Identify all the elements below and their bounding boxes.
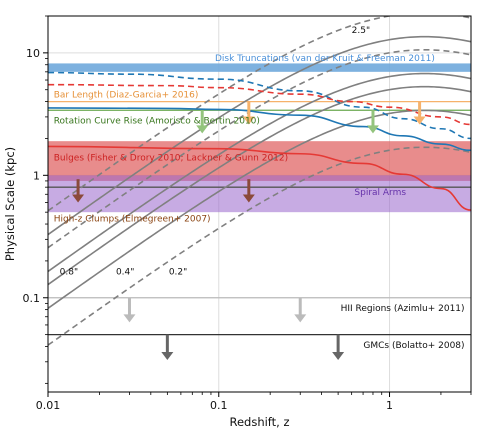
- reference-line-label-3: HII Regions (Azimlu+ 2011): [341, 304, 465, 314]
- annotations: Disk Truncations (van der Kruit & Freema…: [54, 26, 465, 351]
- angular-size-curve-1: [48, 72, 471, 273]
- arrow-0: [72, 179, 85, 203]
- band-label-1: Bulges (Fisher & Drory 2010; Lackner & G…: [54, 154, 288, 164]
- arrow-2: [196, 110, 209, 134]
- angular-size-curve-5: [48, 35, 471, 236]
- angular-size-label-2: 0.4": [116, 267, 134, 277]
- x-tick-label: 1: [386, 399, 393, 412]
- arrows: [72, 101, 426, 361]
- y-axis-label: Physical Scale (kpc): [3, 147, 17, 261]
- x-tick-label: 0.1: [210, 399, 228, 412]
- curves: [48, 16, 471, 346]
- arrow-3: [366, 110, 379, 134]
- band-label-2: Spiral Arms: [354, 188, 406, 198]
- arrow-5: [413, 101, 426, 125]
- reference-line-label-0: Bar Length (Diaz-Garcia+ 2016): [54, 91, 199, 101]
- arrow-8: [161, 334, 174, 361]
- angular-size-curve-2: [48, 109, 471, 309]
- resolution-curve-1: [48, 107, 471, 152]
- arrow-7: [294, 297, 307, 323]
- plot-frame: [47, 15, 472, 393]
- y-tick-label: 10: [26, 47, 40, 60]
- arrow-6: [123, 297, 136, 323]
- reference-lines: [48, 100, 471, 336]
- angular-size-label-3: 0.2": [169, 267, 187, 277]
- arrow-4: [242, 101, 255, 125]
- reference-line-label-2: High-z Clumps (Elmegreen+ 2007): [54, 214, 211, 224]
- reference-line-label-4: GMCs (Bolatto+ 2008): [363, 341, 464, 351]
- angular-size-curve-6: [48, 85, 471, 286]
- resolution-curve-2: [48, 83, 471, 126]
- y-tick-label: 0.1: [23, 292, 41, 305]
- band-label-0: Disk Truncations (van der Kruit & Freema…: [215, 54, 435, 64]
- arrow-9: [332, 334, 345, 361]
- x-axis-label: Redshift, z: [229, 415, 289, 429]
- band-2: [48, 175, 471, 213]
- arrow-1: [242, 179, 255, 203]
- resolution-curve-3: [48, 145, 471, 211]
- band-0: [48, 63, 471, 72]
- angular-size-label-1: 0.8": [60, 267, 78, 277]
- angular-size-curve-4: [48, 49, 471, 249]
- x-tick-label: 0.01: [36, 399, 61, 412]
- axis-ticks: 0.01 0.1 1 0.1 1 10: [23, 15, 472, 412]
- resolution-curve-0: [48, 71, 471, 140]
- angular-size-label-0: 2.5": [352, 26, 370, 36]
- y-tick-label: 1: [33, 169, 40, 182]
- angular-size-curve-3: [48, 146, 471, 346]
- reference-line-label-1: Rotation Curve Rise (Amorisco & Bertin 2…: [54, 116, 260, 126]
- angular-size-curve-0: [48, 16, 471, 212]
